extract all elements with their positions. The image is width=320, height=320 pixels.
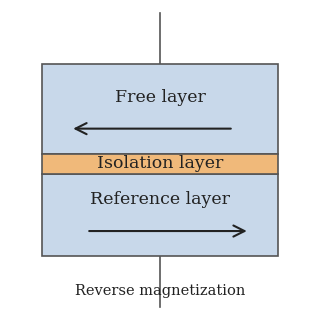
Bar <box>42 174 278 256</box>
Text: Reverse magnetization: Reverse magnetization <box>75 284 245 298</box>
Text: Free layer: Free layer <box>115 89 205 106</box>
Bar <box>42 64 278 154</box>
Text: Reference layer: Reference layer <box>90 191 230 209</box>
Text: Isolation layer: Isolation layer <box>97 155 223 172</box>
Bar <box>42 154 278 174</box>
